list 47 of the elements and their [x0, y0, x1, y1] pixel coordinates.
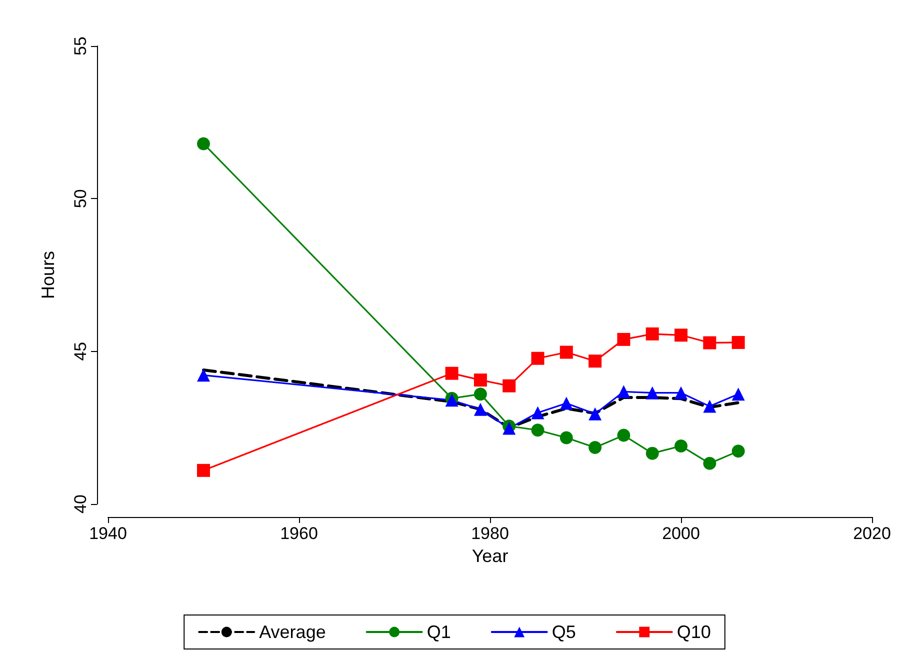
point: [588, 441, 602, 454]
point: [445, 366, 458, 380]
point: [646, 386, 659, 400]
point: [674, 386, 688, 400]
point: [732, 388, 745, 401]
y-tick-label: 40: [71, 494, 90, 514]
x-axis-title: Year: [472, 546, 508, 566]
point: [474, 374, 487, 387]
point: [703, 400, 716, 413]
point: [646, 327, 659, 340]
y-tick-label: 45: [71, 342, 90, 361]
point: [646, 446, 659, 460]
y-tick-label: 50: [71, 189, 90, 208]
x-tick-label: 2000: [662, 524, 700, 543]
point: [674, 328, 688, 342]
point: [531, 352, 544, 365]
x-tick-label: 1940: [89, 524, 127, 543]
point: [617, 385, 630, 398]
legend-label: Q10: [676, 622, 711, 642]
legend-label: Q1: [426, 622, 451, 642]
x-tick-label: 1960: [280, 524, 318, 543]
point: [531, 406, 544, 420]
point: [560, 396, 573, 410]
point: [197, 368, 210, 382]
point: [732, 444, 745, 458]
x-tick-label: 2020: [853, 524, 891, 543]
legend-label: Average: [259, 622, 326, 642]
point: [474, 388, 487, 401]
point: [560, 346, 573, 359]
x-tick-label: 1980: [471, 524, 509, 543]
point: [531, 424, 544, 437]
point: [617, 332, 630, 346]
y-axis-title: Hours: [38, 250, 58, 300]
point: [474, 402, 487, 416]
legend-label: Q5: [552, 622, 576, 642]
point: [617, 428, 630, 442]
point: [197, 137, 210, 150]
point: [732, 336, 745, 349]
y-tick-label: 55: [71, 36, 90, 56]
point: [588, 354, 602, 368]
point: [703, 456, 716, 470]
point: [703, 336, 716, 350]
point: [674, 439, 688, 452]
point: [560, 431, 573, 444]
point: [197, 464, 210, 477]
point: [502, 379, 516, 392]
point: [588, 407, 602, 420]
